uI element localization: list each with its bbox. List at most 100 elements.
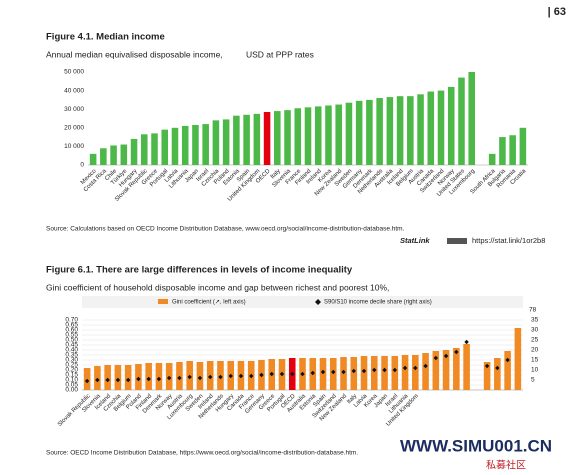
dot — [125, 377, 131, 383]
bar — [104, 365, 111, 390]
bar — [151, 133, 158, 165]
legend-swatch — [315, 299, 321, 305]
dot — [197, 375, 203, 381]
dot — [423, 363, 428, 369]
dot — [454, 349, 459, 355]
y-tick-label: 10 000 — [64, 143, 84, 150]
bar — [141, 134, 148, 165]
y-tick-label: 0.50 — [65, 337, 78, 344]
y-tick-label: 0.45 — [65, 342, 78, 349]
dot — [218, 374, 223, 380]
bar — [391, 356, 399, 390]
y-tick-label: 0.25 — [65, 362, 78, 369]
bar — [386, 97, 394, 165]
dot — [228, 373, 233, 379]
y2-tick-label: 20 — [531, 347, 539, 354]
y-tick-label: 0.70 — [65, 317, 78, 324]
annotation: 78 — [529, 307, 537, 314]
bar — [294, 108, 302, 165]
bar — [212, 120, 220, 165]
y2-tick-label: 35 — [531, 317, 539, 324]
y2-tick-label: 15 — [531, 357, 539, 364]
dot — [372, 367, 377, 373]
bar — [376, 98, 383, 165]
bar — [181, 125, 189, 165]
dot — [238, 373, 244, 379]
statlink-url[interactable]: https://stat.link/1or2b8 — [472, 236, 545, 245]
y-tick-label: 0.00 — [65, 387, 78, 394]
bar — [325, 105, 332, 165]
dot — [443, 353, 449, 359]
statlink: StatLink — [400, 236, 430, 245]
bar — [499, 137, 506, 165]
watermark: WWW.SIMU001.CN — [400, 436, 552, 455]
bar — [458, 77, 465, 165]
bar — [355, 100, 363, 165]
y-tick-label: 20 000 — [64, 125, 84, 132]
y-tick-label: 0.20 — [65, 367, 78, 374]
bar — [417, 94, 424, 165]
y2-tick-label: 25 — [531, 337, 539, 344]
bar — [463, 344, 470, 390]
bar — [453, 348, 460, 390]
dot — [105, 377, 110, 383]
bar — [130, 138, 138, 165]
dot — [495, 365, 500, 371]
bar — [509, 135, 516, 165]
bar — [422, 353, 429, 390]
figure-subtitle: Annual median equivalised disposable inc… — [46, 49, 223, 59]
y-tick-label: 0.35 — [65, 352, 78, 359]
dot — [177, 375, 182, 381]
bar — [253, 113, 261, 165]
bar — [483, 362, 491, 390]
bar — [401, 355, 409, 390]
dot — [156, 376, 162, 382]
bar — [345, 102, 353, 165]
dot — [187, 374, 192, 380]
dot — [331, 369, 336, 375]
legend-label: S90/S10 income decile share (right axis) — [324, 300, 432, 306]
y-tick-label: 0.30 — [65, 357, 78, 364]
dot — [310, 370, 315, 376]
dot — [464, 339, 469, 345]
y-tick-label: 0.05 — [65, 382, 78, 389]
dot — [269, 371, 274, 377]
bar — [284, 110, 291, 165]
bar — [161, 129, 169, 165]
y-tick-label: 0.15 — [65, 372, 78, 379]
bar — [407, 96, 414, 165]
y-tick-label: 0.40 — [65, 347, 78, 354]
dot — [402, 365, 408, 371]
bar — [243, 114, 250, 165]
dot — [341, 369, 346, 375]
bar — [442, 350, 450, 390]
y-tick-label: 0.55 — [65, 332, 78, 339]
bar — [114, 365, 122, 390]
bar — [468, 72, 475, 165]
figure-title: Figure 4.1. Median income — [46, 32, 165, 43]
bar — [274, 111, 281, 165]
bar — [432, 351, 440, 390]
dot — [249, 373, 254, 379]
bar — [447, 86, 455, 165]
bar — [371, 356, 378, 390]
y-tick-label: 0.10 — [65, 377, 78, 384]
bar — [519, 127, 527, 165]
bar — [222, 119, 230, 165]
bar — [314, 106, 322, 165]
y-tick-label: 40 000 — [64, 87, 84, 94]
dot — [259, 372, 264, 378]
bar — [155, 363, 163, 390]
bar — [494, 358, 501, 390]
bar — [124, 365, 132, 390]
dot — [320, 369, 326, 375]
dot — [433, 355, 439, 361]
y-tick-label: 30 000 — [64, 106, 84, 113]
unit-note: USD at PPP rates — [246, 49, 314, 59]
y2-tick-label: 30 — [531, 327, 539, 334]
dot — [300, 371, 305, 377]
dot — [136, 376, 141, 382]
dot — [484, 363, 490, 369]
dot — [392, 367, 398, 373]
